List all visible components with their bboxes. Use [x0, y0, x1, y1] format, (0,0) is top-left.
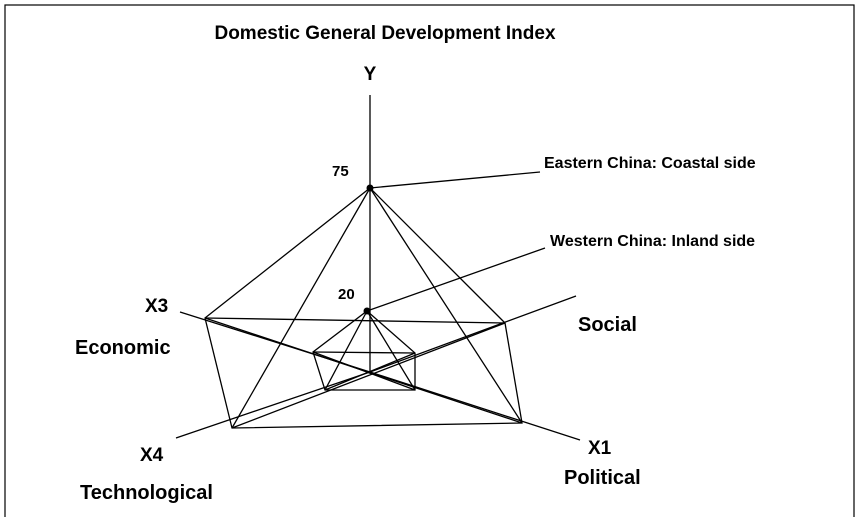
dimension-label: Technological [80, 482, 213, 504]
annotation: Eastern China: Coastal side [544, 155, 756, 172]
level-label: 75 [332, 163, 349, 180]
outer-star [231, 322, 506, 429]
inner-star [312, 351, 416, 391]
point [363, 307, 371, 315]
dimension-label: Economic [75, 337, 171, 359]
leader-line [366, 247, 546, 312]
outer-star [369, 187, 523, 424]
inner-star [312, 351, 416, 354]
axis-label: X4 [140, 445, 164, 466]
dimension-label: Social [578, 314, 637, 336]
axis-social [369, 295, 577, 373]
outer-pentagon [204, 187, 523, 429]
annotation: Western China: Inland side [550, 233, 755, 250]
axis-label: Y [364, 64, 377, 85]
leader-line [369, 171, 541, 189]
inner-star [324, 352, 416, 391]
axis-label: X3 [145, 296, 168, 317]
inner-star [366, 310, 416, 391]
inner-pentagon [312, 310, 416, 391]
inner-shape [312, 310, 416, 391]
axis-x4 [175, 371, 371, 439]
dimension-label: Political [564, 467, 641, 489]
outer-star [231, 187, 371, 429]
point [366, 184, 374, 192]
level-label: 20 [338, 286, 355, 303]
inner-star [324, 310, 368, 391]
title: Domestic General Development Index [214, 23, 555, 44]
frame [4, 4, 855, 517]
axis-label: X1 [588, 438, 612, 459]
axis-x1 [369, 371, 581, 441]
